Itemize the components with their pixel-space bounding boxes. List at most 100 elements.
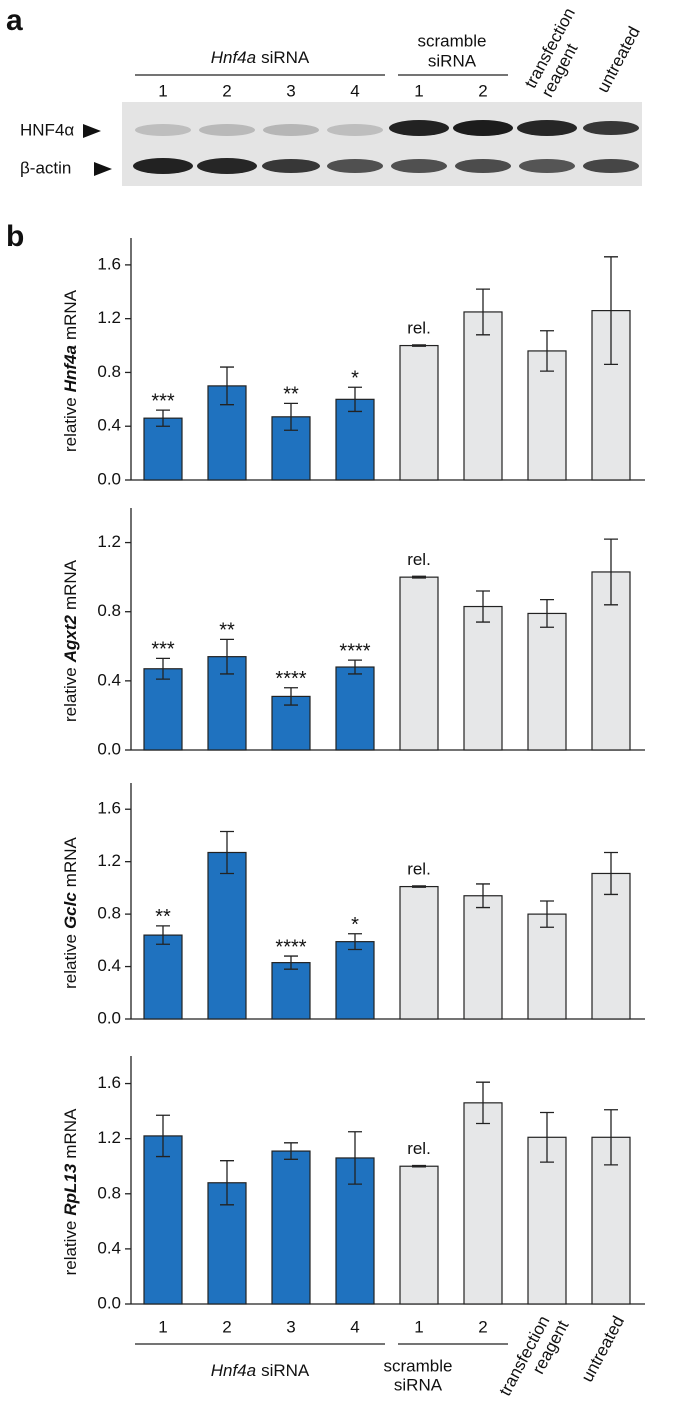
error-bar: [476, 288, 490, 336]
annotation: ***: [151, 390, 175, 412]
error-bar: [476, 883, 490, 909]
error-bar: [220, 366, 234, 406]
lane-label: 2: [478, 81, 487, 100]
y-tick-label: 0.0: [97, 469, 121, 488]
error-bar: [412, 885, 426, 888]
panel-label: a: [6, 4, 23, 37]
group-label: siRNA: [394, 1375, 443, 1394]
bar: [399, 576, 439, 751]
error-bar: [348, 386, 362, 413]
group-label: siRNA: [428, 51, 477, 70]
annotation: rel.: [407, 1139, 431, 1158]
x-tick-label: untreated: [578, 1313, 629, 1385]
arrow: [83, 124, 101, 138]
x-tick-label: 4: [350, 1317, 359, 1336]
bar: [143, 668, 183, 751]
y-tick-label: 0.8: [97, 362, 121, 381]
bar: [463, 605, 503, 751]
blot-image: [122, 102, 642, 186]
lane-label: transfection reagent: [521, 1, 598, 101]
bar: [335, 941, 375, 1020]
bar: [591, 872, 631, 1020]
y-label-text: relative: [61, 667, 80, 722]
y-tick-label: 1.2: [97, 851, 121, 870]
annotation: rel.: [407, 318, 431, 337]
error-bar: [156, 925, 170, 945]
error-bar: [156, 409, 170, 427]
group-label: Hnf4a siRNA: [211, 48, 310, 67]
y-tick-label: 1.2: [97, 308, 121, 327]
arrow: [94, 162, 112, 176]
error-bar: [412, 575, 426, 579]
gene-name: Hnf4a: [211, 48, 256, 67]
annotation: *: [351, 914, 359, 936]
error-bar: [540, 330, 554, 372]
group-text: siRNA: [261, 1361, 310, 1380]
error-bar: [348, 1131, 362, 1185]
x-tick-label: 3: [286, 1317, 295, 1336]
error-bar: [348, 933, 362, 951]
annotation: **: [283, 384, 299, 406]
annotation: ***: [151, 639, 175, 661]
error-bar: [476, 590, 490, 623]
bar: [143, 417, 183, 481]
gene-name: Hnf4a: [61, 345, 80, 392]
y-tick-label: 1.2: [97, 532, 121, 551]
error-bar: [604, 538, 618, 606]
error-bar: [604, 256, 618, 366]
bar: [335, 398, 375, 481]
y-tick-label: 1.2: [97, 1128, 121, 1147]
gene-name: RpL13: [61, 1163, 80, 1216]
bar: [143, 934, 183, 1020]
gene-name: Agxt2: [61, 614, 80, 663]
bar: [527, 612, 567, 751]
annotation: *: [351, 368, 359, 390]
error-bar: [284, 1142, 298, 1160]
y-axis-label: relative RpL13 mRNA: [61, 1108, 80, 1275]
y-tick-label: 0.4: [97, 670, 121, 689]
y-tick-label: 0.4: [97, 416, 121, 435]
bar: [399, 885, 439, 1020]
lane-label: 1: [158, 81, 167, 100]
bar: [271, 1150, 311, 1305]
x-tick-label: 1: [158, 1317, 167, 1336]
annotation: **: [155, 906, 171, 928]
error-bar: [412, 1164, 426, 1168]
group-label: Hnf4a siRNA: [211, 1361, 310, 1380]
error-bar: [604, 851, 618, 896]
error-bar: [540, 900, 554, 928]
annotation: ****: [339, 640, 370, 662]
y-label-text: relative: [61, 934, 80, 989]
bar: [463, 895, 503, 1020]
hnf4a-bands: [135, 120, 639, 136]
x-tick-label: 2: [222, 1317, 231, 1336]
bar: [527, 1136, 567, 1305]
group-label: scramble: [418, 31, 487, 50]
group-text: siRNA: [261, 48, 310, 67]
error-bar: [412, 344, 426, 347]
bar: [399, 344, 439, 481]
y-tick-label: 0.4: [97, 956, 121, 975]
error-bar: [476, 1081, 490, 1125]
x-tick-label: 2: [478, 1317, 487, 1336]
bar: [335, 666, 375, 751]
panel-label: b: [6, 220, 24, 253]
y-axis-label: relative Gclc mRNA: [61, 836, 80, 988]
actin-bands: [133, 158, 639, 174]
y-tick-label: 0.4: [97, 1238, 121, 1257]
annotation: ****: [275, 936, 306, 958]
y-label-text: mRNA: [61, 836, 80, 887]
y-tick-label: 1.6: [97, 254, 121, 273]
error-bar: [348, 659, 362, 675]
y-tick-label: 0.8: [97, 1183, 121, 1202]
error-bar: [540, 1111, 554, 1163]
band-label: HNF4α: [20, 120, 74, 139]
lane-label: 4: [350, 81, 359, 100]
error-bar: [284, 955, 298, 970]
bar: [143, 1135, 183, 1305]
y-tick-label: 1.6: [97, 799, 121, 818]
error-bar: [156, 1114, 170, 1158]
bar: [527, 913, 567, 1020]
y-axis-label: relative Hnf4a mRNA: [61, 289, 80, 452]
y-tick-label: 0.0: [97, 1293, 121, 1312]
